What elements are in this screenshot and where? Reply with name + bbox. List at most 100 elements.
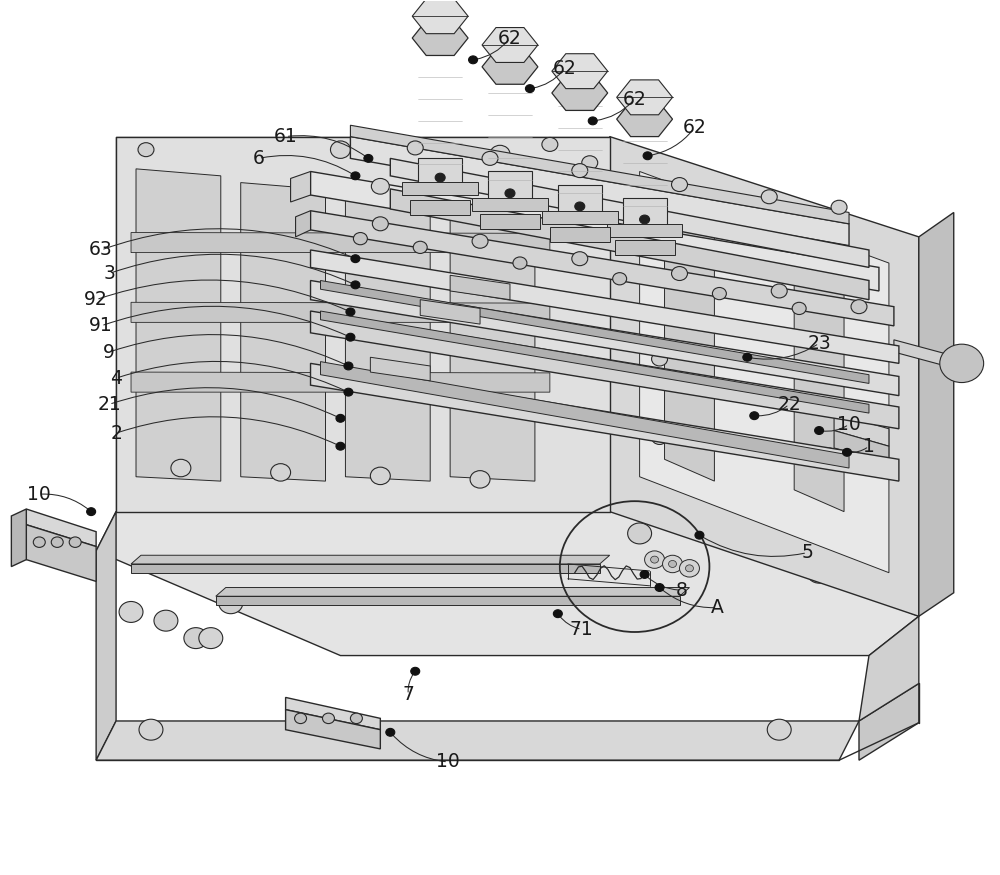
Polygon shape — [131, 233, 550, 253]
Circle shape — [505, 189, 515, 198]
Circle shape — [491, 196, 509, 212]
Text: 4: 4 — [110, 368, 122, 388]
Circle shape — [322, 713, 334, 724]
Polygon shape — [345, 196, 430, 481]
Circle shape — [821, 448, 837, 462]
Circle shape — [663, 556, 682, 573]
Circle shape — [851, 300, 867, 313]
Polygon shape — [291, 172, 311, 202]
Circle shape — [645, 551, 665, 569]
Polygon shape — [420, 300, 480, 324]
Circle shape — [336, 442, 345, 450]
Polygon shape — [96, 721, 859, 760]
Circle shape — [588, 117, 597, 125]
Circle shape — [371, 178, 389, 194]
Circle shape — [821, 369, 837, 383]
Circle shape — [69, 537, 81, 548]
Circle shape — [695, 531, 704, 539]
Circle shape — [843, 448, 852, 456]
Polygon shape — [311, 211, 894, 326]
Circle shape — [87, 507, 96, 515]
Circle shape — [469, 56, 478, 64]
Polygon shape — [350, 125, 849, 224]
Text: 7: 7 — [402, 685, 414, 704]
Circle shape — [411, 668, 420, 676]
Circle shape — [407, 141, 423, 155]
Polygon shape — [412, 0, 468, 33]
Polygon shape — [370, 357, 430, 381]
Polygon shape — [665, 185, 714, 481]
Text: 9: 9 — [103, 342, 115, 361]
Polygon shape — [350, 136, 849, 246]
Circle shape — [553, 610, 562, 618]
Circle shape — [353, 233, 367, 245]
Polygon shape — [450, 210, 535, 481]
Polygon shape — [450, 276, 510, 300]
Polygon shape — [311, 281, 899, 396]
Text: 1: 1 — [863, 437, 875, 456]
Polygon shape — [136, 169, 221, 481]
Polygon shape — [794, 215, 844, 512]
Text: 63: 63 — [89, 241, 113, 260]
Circle shape — [651, 556, 659, 564]
Polygon shape — [286, 697, 380, 730]
Polygon shape — [116, 136, 610, 512]
Circle shape — [685, 565, 693, 572]
Text: 23: 23 — [807, 333, 831, 353]
Polygon shape — [482, 27, 538, 62]
Polygon shape — [859, 683, 919, 760]
Polygon shape — [402, 182, 478, 195]
Circle shape — [346, 308, 355, 316]
Circle shape — [199, 627, 223, 648]
Polygon shape — [894, 340, 959, 369]
Circle shape — [33, 537, 45, 548]
Polygon shape — [552, 53, 608, 88]
Circle shape — [344, 388, 353, 396]
Polygon shape — [558, 185, 602, 215]
Polygon shape — [552, 75, 608, 110]
Circle shape — [750, 231, 768, 247]
Circle shape — [669, 561, 677, 568]
Circle shape — [652, 430, 668, 444]
Circle shape — [672, 267, 687, 281]
Text: 6: 6 — [253, 149, 265, 168]
Polygon shape — [617, 102, 673, 136]
Circle shape — [572, 252, 588, 266]
Polygon shape — [640, 172, 889, 573]
Polygon shape — [131, 302, 550, 322]
Polygon shape — [919, 213, 954, 616]
Circle shape — [807, 563, 831, 583]
Polygon shape — [96, 512, 116, 760]
Polygon shape — [131, 372, 550, 392]
Circle shape — [372, 217, 388, 231]
Polygon shape — [412, 21, 468, 55]
Polygon shape — [472, 198, 548, 211]
Polygon shape — [834, 430, 889, 464]
Circle shape — [640, 570, 649, 578]
Circle shape — [680, 560, 699, 577]
Circle shape — [582, 156, 598, 170]
Polygon shape — [919, 480, 934, 536]
Circle shape — [889, 480, 901, 491]
Circle shape — [750, 412, 759, 420]
Circle shape — [871, 480, 883, 491]
Polygon shape — [286, 710, 380, 749]
Circle shape — [761, 190, 777, 204]
Circle shape — [171, 459, 191, 477]
Circle shape — [351, 172, 360, 179]
Circle shape — [138, 143, 154, 157]
Circle shape — [672, 178, 687, 192]
Circle shape — [830, 245, 848, 261]
Polygon shape — [482, 49, 538, 84]
Circle shape — [853, 480, 865, 491]
Circle shape — [640, 215, 650, 224]
Circle shape — [575, 202, 585, 211]
Text: A: A — [711, 598, 724, 617]
Polygon shape — [550, 228, 610, 242]
Polygon shape — [296, 211, 311, 237]
Polygon shape — [617, 80, 673, 115]
Text: 10: 10 — [837, 415, 861, 434]
Circle shape — [184, 627, 208, 648]
Polygon shape — [131, 564, 600, 573]
Polygon shape — [859, 616, 919, 721]
